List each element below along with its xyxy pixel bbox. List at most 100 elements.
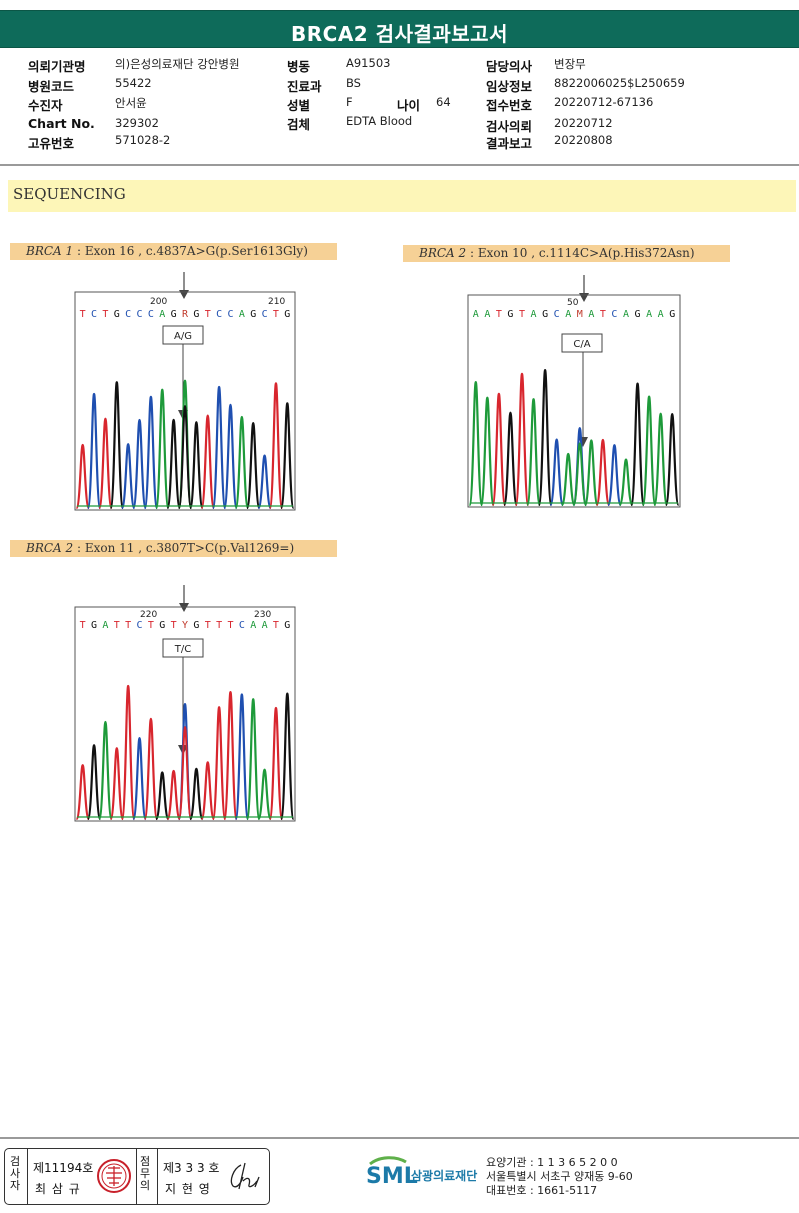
info-label: 의뢰기관명 bbox=[28, 59, 86, 74]
info-value: 변장무 bbox=[554, 57, 586, 71]
base-letter: M bbox=[577, 309, 583, 320]
trace-peak bbox=[120, 443, 136, 510]
trace-peak bbox=[98, 417, 113, 510]
gene-name: BRCA 2 bbox=[419, 246, 467, 260]
logo-mark: SML bbox=[366, 1164, 418, 1189]
trace-peak bbox=[234, 693, 250, 821]
examiner-vertical-label: 검사자 bbox=[9, 1155, 21, 1192]
base-letter: C bbox=[148, 309, 154, 320]
info-value: 571028-2 bbox=[115, 133, 171, 147]
trace-peak bbox=[630, 382, 645, 507]
base-letter: A bbox=[531, 309, 537, 320]
info-label: 병원코드 bbox=[28, 79, 75, 94]
trace-peak bbox=[653, 412, 669, 507]
base-letter: T bbox=[125, 620, 131, 631]
info-value: F bbox=[346, 95, 353, 109]
info-label: 고유번호 bbox=[28, 136, 75, 151]
trace-peak bbox=[143, 717, 159, 821]
base-letter: G bbox=[507, 309, 513, 320]
trace-peak bbox=[560, 452, 576, 507]
reviewer-vertical-label: 점무의 bbox=[139, 1155, 151, 1192]
base-letter: A bbox=[623, 309, 629, 320]
trace-peak bbox=[279, 402, 295, 510]
info-value: 329302 bbox=[115, 116, 159, 130]
trace-peak bbox=[245, 698, 261, 821]
variant-detail: : Exon 10 , c.1114C>A(p.His372Asn) bbox=[466, 246, 695, 260]
base-letter: G bbox=[542, 309, 548, 320]
base-letter: C bbox=[137, 309, 143, 320]
variant-detail: : Exon 11 , c.3807T>C(p.Val1269=) bbox=[73, 541, 295, 555]
info-label: Chart No. bbox=[28, 116, 95, 131]
trace-peak bbox=[98, 720, 113, 821]
chromatogram-frame bbox=[467, 294, 681, 508]
info-value: 55422 bbox=[115, 76, 152, 90]
info-label: 담당의사 bbox=[486, 59, 533, 74]
examiner-seal-icon bbox=[97, 1159, 131, 1193]
reviewer-name: 지 현 영 bbox=[165, 1182, 211, 1196]
trace-peak bbox=[549, 438, 565, 507]
base-letter: G bbox=[193, 620, 199, 631]
trace-peak bbox=[132, 418, 147, 510]
position-label: 50 bbox=[567, 298, 579, 308]
base-letter: G bbox=[284, 620, 290, 631]
report-title: BRCA2 검사결과보고서 bbox=[291, 22, 508, 46]
info-label: 병동 bbox=[287, 59, 311, 74]
contact-line: 서울특별시 서초구 양재동 9-60 bbox=[486, 1170, 633, 1183]
base-letter: A bbox=[159, 309, 165, 320]
info-label: 결과보고 bbox=[486, 136, 533, 151]
base-letter: G bbox=[114, 309, 120, 320]
base-letter: T bbox=[205, 309, 211, 320]
trace-peak bbox=[503, 411, 518, 507]
base-letter: A bbox=[484, 309, 490, 320]
genotype-call-box bbox=[561, 333, 603, 353]
genotype-call: A/G bbox=[174, 331, 192, 342]
trace-peak bbox=[268, 706, 284, 821]
examiner-name: 최 삼 규 bbox=[35, 1182, 81, 1196]
trace-peak bbox=[154, 771, 170, 821]
trace-peak bbox=[189, 421, 204, 510]
base-letter: G bbox=[250, 309, 256, 320]
base-letter: T bbox=[496, 309, 502, 320]
info-value: 64 bbox=[436, 95, 451, 109]
position-label: 200 bbox=[150, 297, 167, 307]
trace-peak bbox=[75, 764, 91, 821]
base-letter: T bbox=[273, 620, 279, 631]
base-letter: R bbox=[182, 309, 189, 320]
variant-label-3: BRCA 2 : Exon 11 , c.3807T>C(p.Val1269=) bbox=[10, 540, 337, 557]
base-letter: T bbox=[114, 620, 120, 631]
section-title: SEQUENCING bbox=[13, 185, 126, 203]
base-letter: A bbox=[473, 309, 479, 320]
trace-peak bbox=[664, 413, 680, 507]
base-letter: A bbox=[646, 309, 652, 320]
base-letter: A bbox=[588, 309, 594, 320]
base-letter: A bbox=[565, 309, 571, 320]
position-label: 210 bbox=[268, 297, 285, 307]
base-letter: T bbox=[227, 620, 233, 631]
info-value: 20220712 bbox=[554, 116, 613, 130]
trace-peak bbox=[583, 439, 599, 507]
trace-peak bbox=[641, 395, 657, 507]
contact-info: 요양기관 : 1 1 3 6 5 2 0 0 서울특별시 서초구 양재동 9-6… bbox=[486, 1156, 633, 1198]
variant-label-2: BRCA 2 : Exon 10 , c.1114C>A(p.His372Asn… bbox=[403, 245, 730, 262]
base-letter: T bbox=[519, 309, 525, 320]
trace-peak bbox=[245, 421, 261, 510]
info-label: 성별 bbox=[287, 98, 311, 113]
base-letter: T bbox=[216, 620, 222, 631]
signature-box: 검사자 제11194호 최 삼 규 점무의 제3 3 3 호 지 현 영 bbox=[4, 1148, 270, 1205]
chromatogram-frame bbox=[74, 291, 296, 511]
trace-peak bbox=[86, 744, 102, 821]
trace-peak bbox=[75, 443, 91, 510]
base-letter: C bbox=[137, 620, 143, 631]
info-value: 20220808 bbox=[554, 133, 613, 147]
base-letter: C bbox=[262, 309, 268, 320]
info-value: 8822006025$L250659 bbox=[554, 76, 685, 90]
info-label: 임상정보 bbox=[486, 79, 533, 94]
base-letter: G bbox=[193, 309, 199, 320]
trace-peak bbox=[223, 403, 238, 510]
gene-name: BRCA 1 bbox=[26, 244, 74, 258]
trace-peak bbox=[526, 398, 541, 507]
info-value: EDTA Blood bbox=[346, 114, 413, 128]
trace-peak bbox=[143, 395, 159, 510]
